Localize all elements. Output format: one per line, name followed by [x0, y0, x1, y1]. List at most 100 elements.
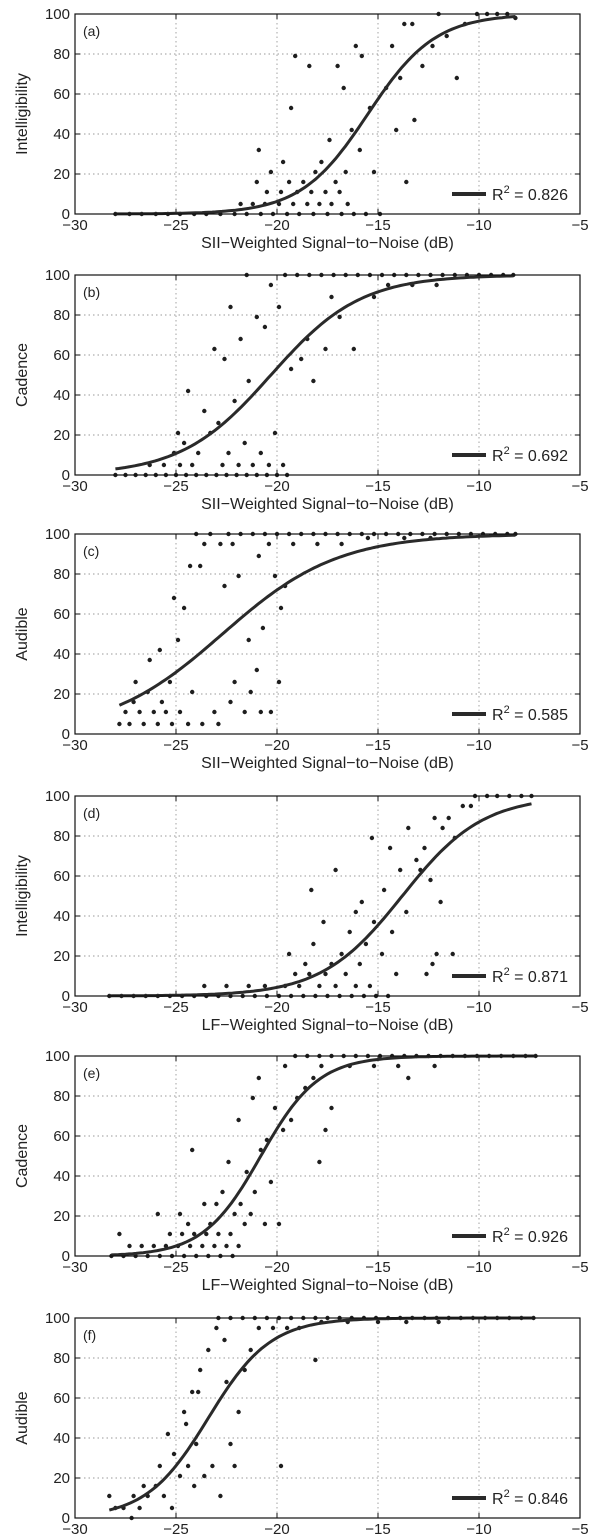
legend-value: = 0.871 [510, 969, 568, 986]
data-point [190, 689, 195, 695]
data-point [228, 699, 233, 705]
data-point [214, 1201, 219, 1207]
data-point [224, 1379, 229, 1385]
data-point [185, 388, 191, 394]
y-axis-label: Cadence [14, 343, 31, 407]
y-tick-label: 20 [53, 1470, 70, 1487]
data-point [389, 43, 395, 49]
chart-panel-3: −30 −25 −20 −15 −10 −5 0 20 40 60 80 100 SII−Weighte… [14, 526, 589, 772]
data-point [288, 1117, 294, 1123]
data-point [450, 951, 455, 957]
plot-area [75, 796, 580, 996]
data-point [412, 117, 417, 123]
data-point [311, 378, 316, 384]
data-point [311, 941, 316, 947]
data-point [268, 282, 274, 288]
data-point [123, 709, 128, 715]
data-point [468, 803, 474, 809]
legend-r: R [492, 1229, 504, 1246]
data-point [307, 63, 312, 69]
data-point [244, 1169, 249, 1175]
data-point [216, 721, 221, 727]
legend-label: R2 = 0.692 [492, 445, 568, 465]
data-point [315, 541, 320, 547]
data-point [181, 605, 187, 611]
data-point [262, 1221, 268, 1227]
legend-value: = 0.846 [510, 1491, 568, 1508]
data-point [359, 53, 364, 59]
legend: R2 = 0.826 [452, 184, 568, 204]
legend-r: R [492, 707, 504, 724]
data-point [169, 1505, 175, 1511]
data-point [218, 541, 223, 547]
data-point [276, 679, 282, 685]
plot-area [75, 14, 580, 214]
data-point [177, 709, 183, 715]
data-point [169, 721, 175, 727]
data-point [280, 462, 286, 468]
x-axis-label: SII−Weighted Signal−to−Noise (dB) [201, 496, 454, 513]
data-point [242, 440, 247, 446]
x-tick-label: −5 [571, 217, 588, 234]
y-tick-label: 0 [62, 726, 70, 743]
data-point [198, 1367, 203, 1373]
chart-panel-4: −30 −25 −20 −15 −10 −5 0 20 40 60 80 100 LF−Weighted… [14, 788, 589, 1034]
data-point [155, 1211, 160, 1217]
fit-curve [115, 15, 516, 216]
y-tick-label: 40 [53, 387, 70, 404]
data-point [297, 983, 302, 989]
data-point [117, 1231, 122, 1237]
data-point [212, 346, 217, 352]
data-point [327, 137, 332, 143]
data-point [260, 625, 266, 631]
data-point [406, 1075, 411, 1081]
data-point [299, 356, 304, 362]
data-point [309, 887, 314, 893]
data-point [410, 21, 415, 27]
data-point [343, 971, 348, 977]
x-tick-label: −25 [163, 1259, 188, 1276]
data-point [232, 679, 237, 685]
legend-superscript: 2 [504, 966, 510, 978]
data-point [155, 721, 160, 727]
x-tick-label: −5 [571, 999, 588, 1016]
y-axis-label: Intelligibility [14, 73, 31, 155]
data-point [266, 462, 272, 468]
data-point [460, 803, 465, 809]
panel-label: (a) [83, 23, 100, 39]
data-point [420, 63, 425, 69]
data-point [185, 1221, 191, 1227]
data-point [157, 1463, 162, 1469]
data-point [440, 825, 445, 831]
x-tick-label: −25 [163, 478, 188, 495]
data-point [198, 563, 203, 569]
x-tick-label: −5 [571, 737, 588, 754]
data-point [280, 1127, 286, 1133]
data-point [202, 408, 207, 414]
data-point [222, 356, 227, 362]
y-tick-label: 0 [62, 206, 70, 223]
x-axis-label: SII−Weighted Signal−to−Noise (dB) [201, 235, 454, 252]
data-point [236, 1243, 241, 1249]
data-point [196, 450, 201, 456]
data-point [262, 983, 268, 989]
data-point [250, 462, 255, 468]
panel-label: (c) [83, 543, 99, 559]
x-tick-label: −15 [365, 737, 390, 754]
data-point [293, 53, 298, 59]
data-point [345, 201, 350, 207]
data-point [262, 324, 268, 330]
data-point [202, 541, 207, 547]
data-point [238, 336, 243, 342]
data-point [365, 535, 371, 541]
x-tick-label: −15 [365, 1259, 390, 1276]
data-point [238, 201, 243, 207]
y-axis-label: Audible [14, 607, 31, 660]
data-point [117, 721, 122, 727]
legend: R2 = 0.585 [452, 704, 568, 724]
data-point [432, 1063, 437, 1069]
data-point [202, 983, 207, 989]
data-point [293, 971, 298, 977]
data-point [200, 721, 205, 727]
fit-curve [109, 802, 532, 998]
